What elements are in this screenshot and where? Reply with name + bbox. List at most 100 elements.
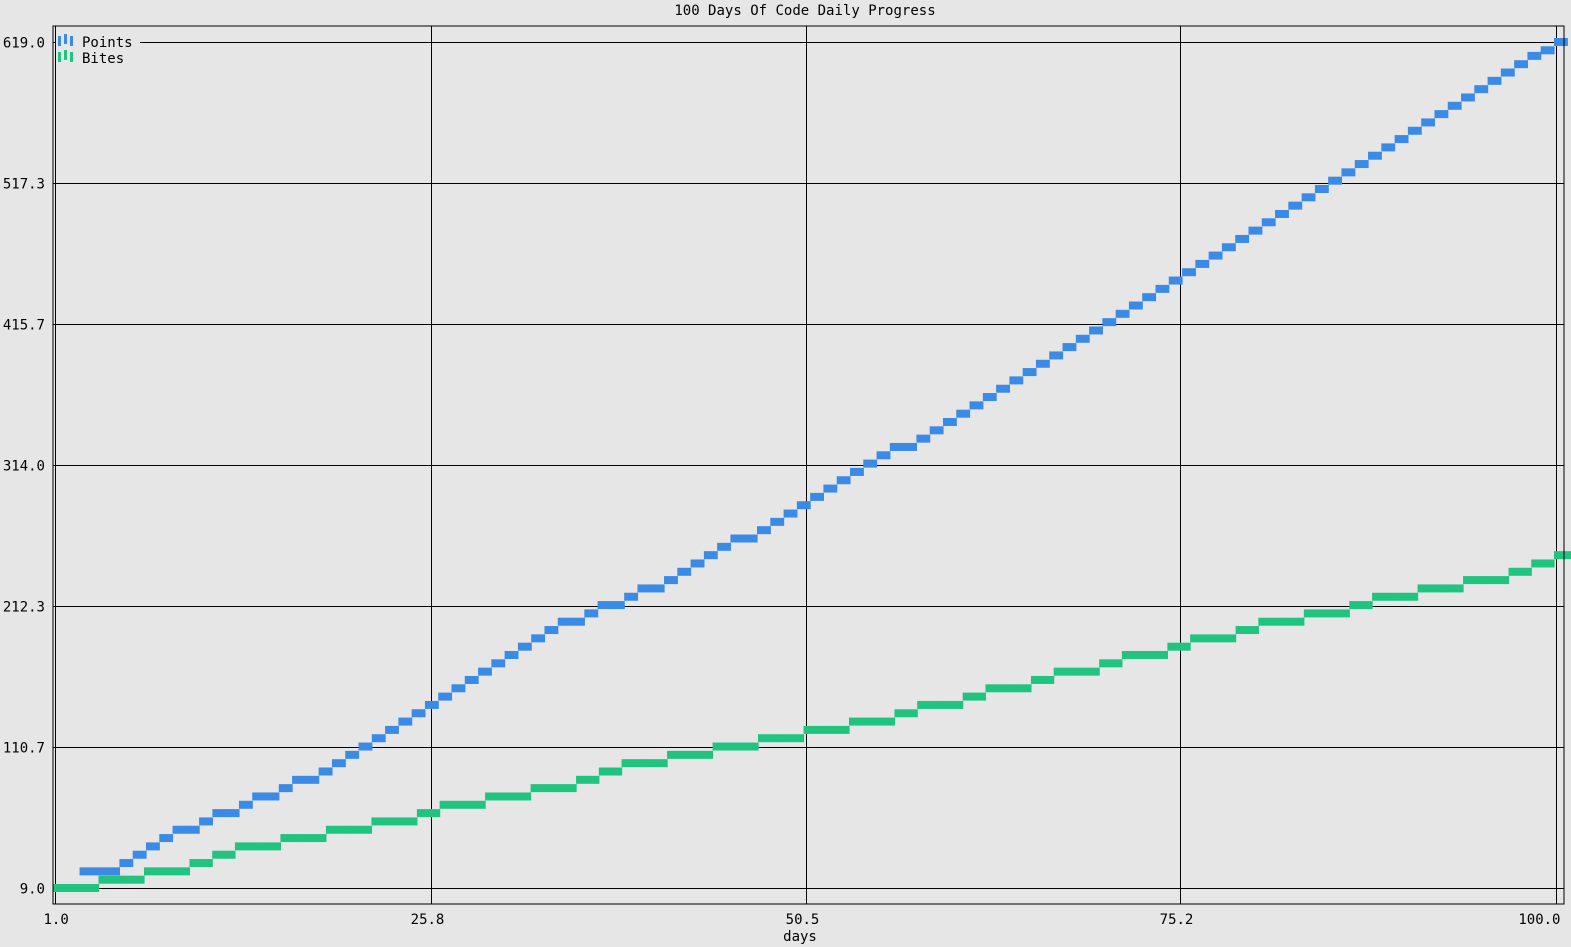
data-point: [394, 817, 418, 826]
data-point: [530, 784, 554, 793]
data-point: [929, 426, 944, 435]
legend-swatch: [58, 52, 61, 62]
data-point: [1531, 559, 1555, 568]
data-point: [576, 775, 600, 784]
data-point: [557, 617, 572, 626]
data-point: [717, 542, 732, 551]
data-point: [712, 742, 736, 751]
data-point: [916, 434, 931, 443]
data-point: [1554, 551, 1571, 560]
data-point: [1288, 201, 1303, 210]
x-tick-label: 25.8: [411, 912, 445, 928]
data-point: [1099, 659, 1123, 668]
data-point: [1167, 642, 1191, 651]
data-point: [1076, 667, 1100, 676]
data-point: [985, 684, 1009, 693]
y-tick-label: 415.7: [3, 318, 45, 334]
data-point: [1168, 276, 1183, 285]
data-point: [956, 409, 971, 418]
data-point: [531, 634, 546, 643]
data-point: [225, 809, 240, 818]
data-point: [1102, 318, 1117, 327]
data-point: [1195, 259, 1210, 268]
data-point: [1434, 110, 1449, 119]
data-point: [1314, 185, 1329, 194]
y-tick-labels: 9.0 110.7 212.3 314.0 415.7 517.3 619.0: [3, 36, 45, 898]
data-point: [1089, 326, 1103, 335]
data-point: [398, 717, 413, 726]
data-point: [199, 817, 213, 826]
data-point: [730, 534, 745, 543]
data-point: [621, 759, 645, 768]
data-point: [810, 492, 825, 501]
legend-label: Points: [82, 35, 133, 51]
data-point: [690, 559, 705, 568]
data-point: [863, 459, 878, 468]
data-point: [1022, 368, 1037, 377]
data-point: [212, 809, 227, 818]
data-point: [1341, 168, 1356, 177]
data-point: [439, 800, 463, 809]
data-point: [166, 867, 191, 876]
data-point: [1554, 38, 1568, 46]
data-point: [783, 509, 798, 518]
legend-swatch: [64, 50, 67, 60]
data-point: [962, 692, 987, 701]
data-point: [1035, 359, 1050, 368]
data-point: [848, 717, 873, 726]
data-point: [939, 700, 964, 709]
data-point: [743, 534, 758, 543]
data-point: [1368, 151, 1382, 160]
x-axis-label: days: [783, 929, 817, 945]
data-point: [826, 725, 850, 734]
data-point: [411, 709, 426, 718]
data-point: [1075, 334, 1090, 343]
data-point: [1030, 675, 1055, 684]
data-point: [553, 784, 577, 793]
data-point: [1463, 576, 1487, 585]
data-point: [689, 750, 714, 759]
data-point: [98, 875, 122, 884]
data-point: [664, 576, 678, 585]
data-point: [464, 675, 479, 684]
data-point: [424, 700, 439, 709]
y-tick-label: 110.7: [3, 741, 45, 757]
x-tick-label: 100.0: [1518, 912, 1560, 928]
data-point: [1155, 284, 1170, 293]
data-point: [278, 784, 293, 793]
data-point: [637, 584, 652, 593]
data-point: [331, 759, 346, 768]
data-point: [894, 709, 918, 718]
data-point: [584, 609, 599, 618]
data-point: [517, 642, 532, 651]
data-point: [358, 742, 373, 751]
series-layer: [53, 38, 1571, 892]
legend-swatch: [70, 36, 73, 46]
data-point: [996, 384, 1010, 393]
data-point: [478, 667, 492, 676]
data-point: [1235, 234, 1250, 243]
data-point: [1281, 617, 1305, 626]
data-point: [1275, 209, 1289, 218]
data-point: [92, 867, 107, 876]
data-point: [371, 734, 386, 743]
data-point: [438, 692, 453, 701]
data-point: [770, 517, 785, 526]
data-point: [1514, 60, 1529, 69]
data-point: [889, 442, 904, 451]
data-point: [132, 850, 147, 859]
data-point: [318, 767, 333, 776]
data-point: [185, 825, 200, 834]
data-point: [371, 817, 395, 826]
series-bites: [53, 551, 1571, 892]
data-point: [504, 651, 519, 660]
data-point: [650, 584, 665, 593]
y-tick-label: 517.3: [3, 177, 45, 193]
data-point: [53, 884, 77, 892]
data-point: [1328, 176, 1343, 185]
data-point: [823, 484, 838, 493]
data-point: [1421, 118, 1436, 127]
data-point: [1248, 226, 1263, 235]
legend-swatch: [70, 52, 73, 62]
